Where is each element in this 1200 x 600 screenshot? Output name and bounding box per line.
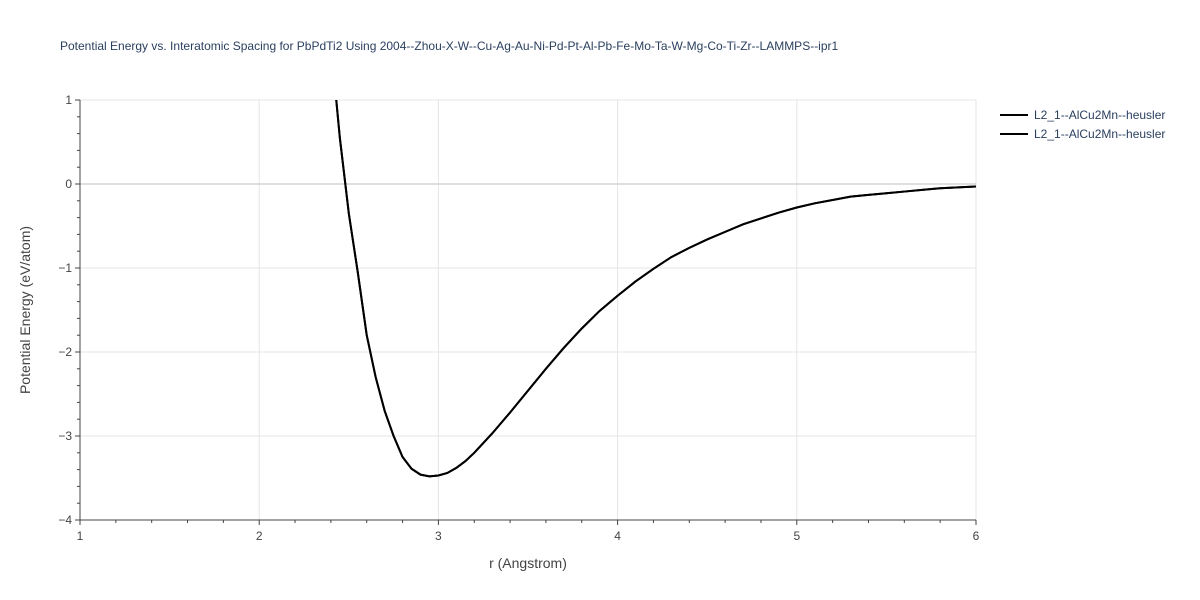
y-tick-label: −4 [58, 513, 72, 527]
x-tick-label: 2 [256, 529, 263, 543]
y-tick-label: 0 [65, 177, 72, 191]
y-tick-label: −3 [58, 429, 72, 443]
x-tick-label: 3 [435, 529, 442, 543]
x-tick-label: 1 [77, 529, 84, 543]
legend-label: L2_1--AlCu2Mn--heusler [1034, 127, 1165, 141]
series-line-1 [335, 100, 976, 478]
y-axis-title: Potential Energy (eV/atom) [17, 226, 33, 394]
plot-area [335, 100, 976, 478]
series-line-2 [335, 100, 976, 478]
x-tick-label: 4 [614, 529, 621, 543]
legend-label: L2_1--AlCu2Mn--heusler [1034, 108, 1165, 122]
y-tick-label: 1 [65, 93, 72, 107]
y-tick-label: −1 [58, 261, 72, 275]
legend[interactable]: L2_1--AlCu2Mn--heusler L2_1--AlCu2Mn--heu… [1000, 108, 1165, 141]
chart-title: Potential Energy vs. Interatomic Spacing… [60, 39, 839, 53]
y-tick-label: −2 [58, 345, 72, 359]
axes: 1 2 3 4 5 6 −4 −3 −2 −1 0 1 [58, 93, 979, 543]
x-tick-label: 5 [793, 529, 800, 543]
x-tick-label: 6 [973, 529, 980, 543]
x-axis-title: r (Angstrom) [489, 555, 567, 571]
grid-lines [80, 99, 977, 520]
